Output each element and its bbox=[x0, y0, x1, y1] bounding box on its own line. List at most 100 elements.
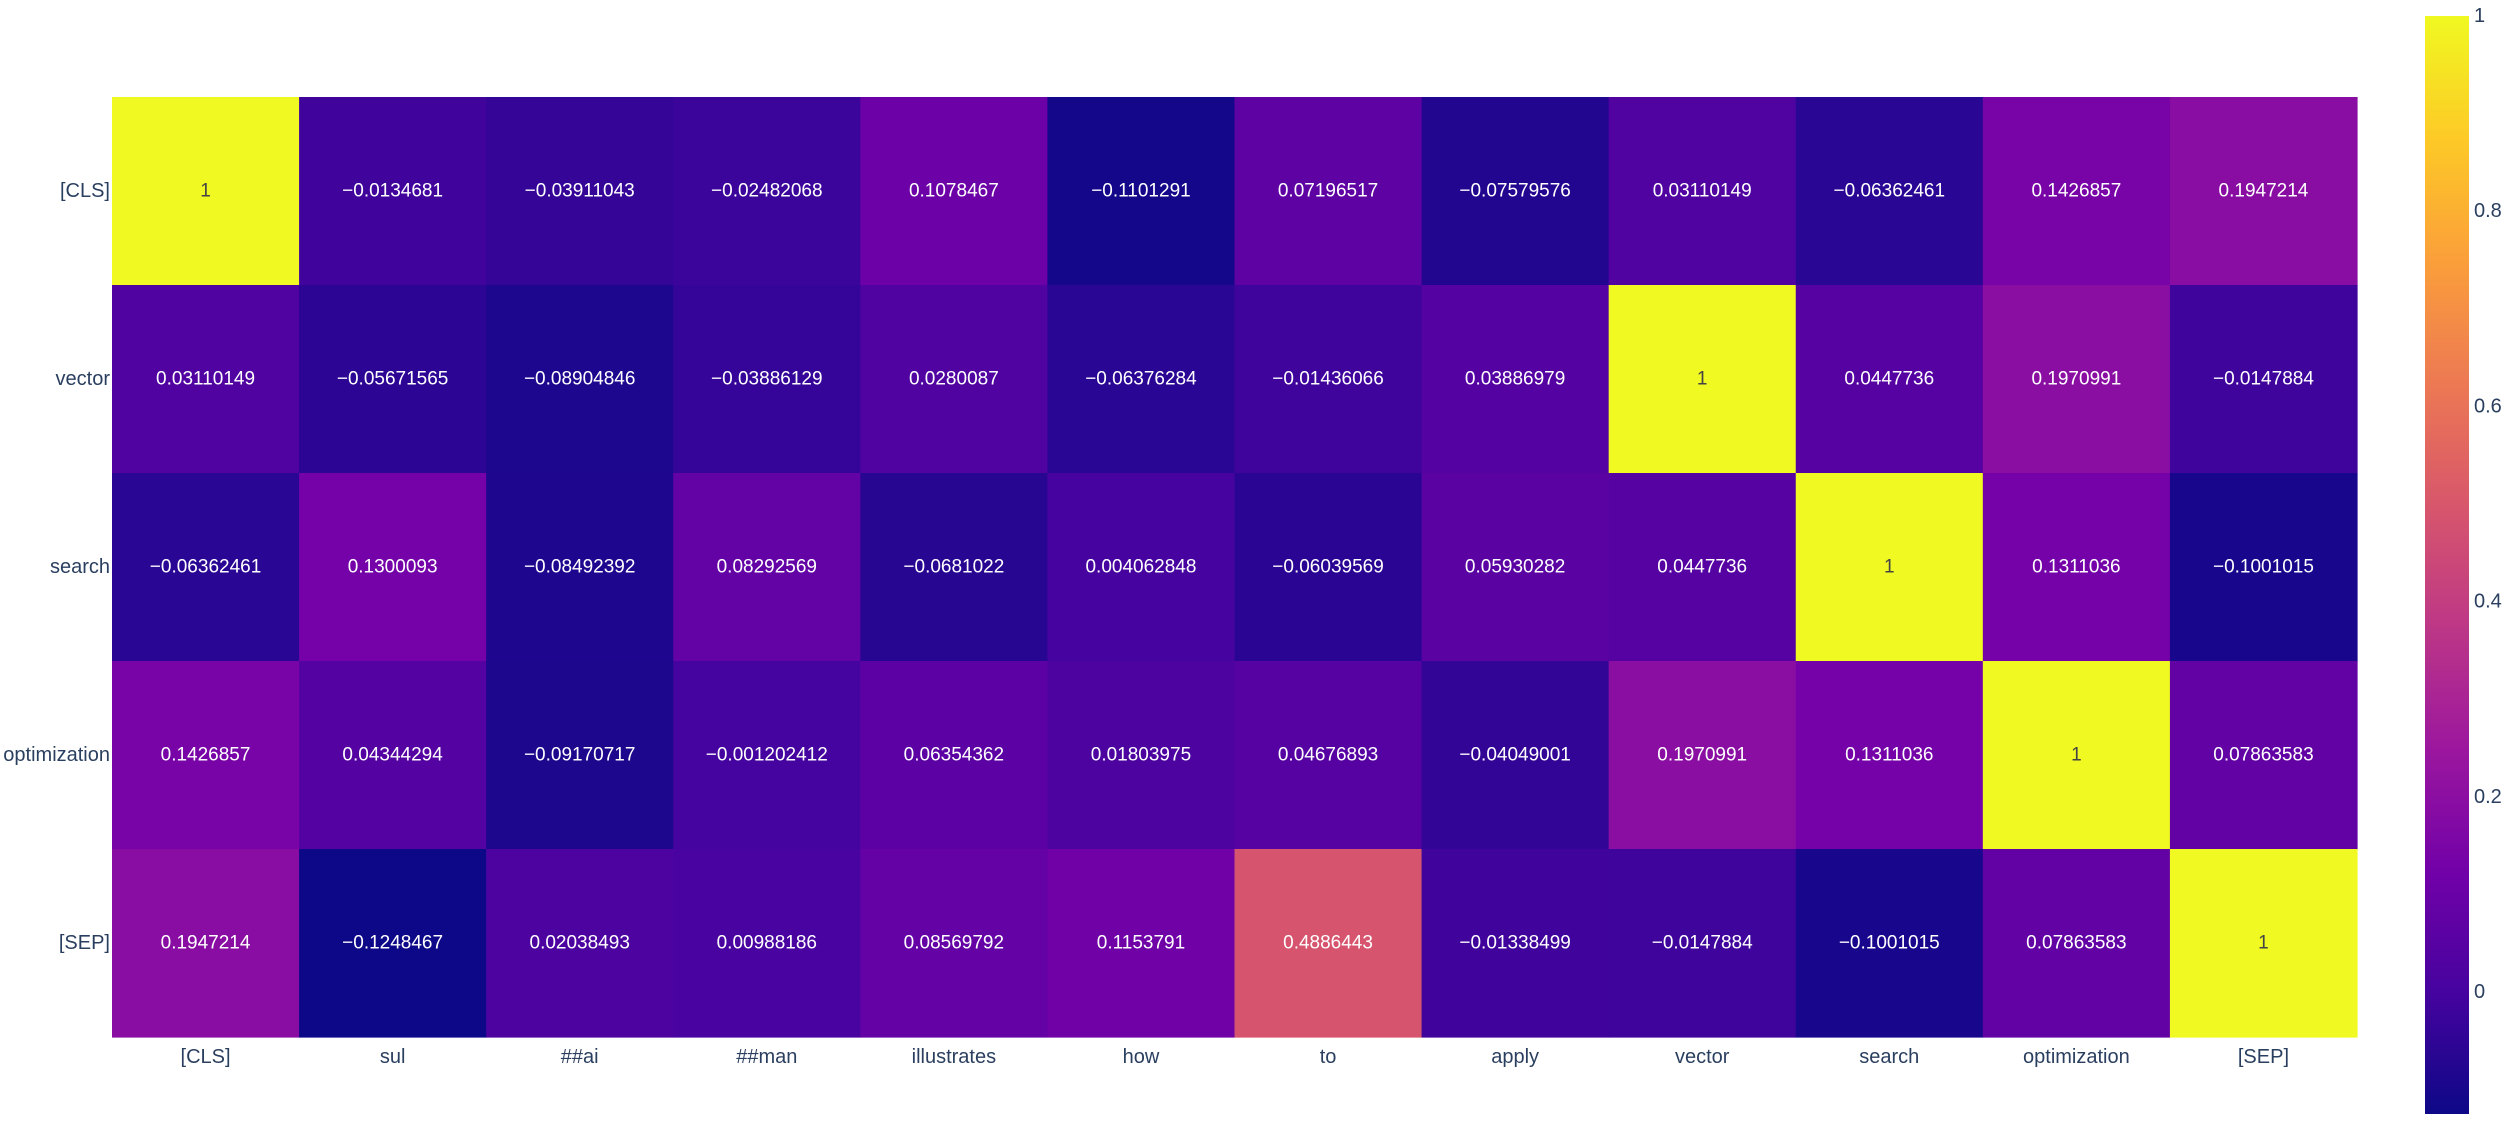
heatmap-cells bbox=[112, 97, 2358, 1038]
heatmap-cell-value: 0.04676893 bbox=[1278, 745, 1378, 766]
heatmap-cell-value: 1 bbox=[1697, 369, 1708, 390]
heatmap-cell-value: 0.07196517 bbox=[1278, 181, 1378, 202]
heatmap-cell bbox=[112, 661, 300, 850]
colorbar-tick-label: 0.6 bbox=[2474, 395, 2502, 417]
heatmap-cell bbox=[1234, 849, 1423, 1038]
heatmap-cell-value: −0.0147884 bbox=[2213, 369, 2314, 390]
heatmap-cell-value: 0.004062848 bbox=[1085, 557, 1196, 578]
colorbar-tick-label: 0.2 bbox=[2474, 786, 2502, 808]
heatmap-cell bbox=[1047, 285, 1236, 474]
heatmap-cell-value: 0.01803975 bbox=[1091, 745, 1191, 766]
heatmap-cell bbox=[860, 285, 1049, 474]
colorbar-tick-label: 0 bbox=[2474, 981, 2485, 1003]
heatmap-cell bbox=[1234, 661, 1423, 850]
heatmap-cell-value: −0.01338499 bbox=[1459, 933, 1570, 954]
heatmap-cell-value: −0.02482068 bbox=[711, 181, 822, 202]
x-axis-tick-label: optimization bbox=[2023, 1046, 2130, 1068]
heatmap-cell-value: −0.06039569 bbox=[1272, 557, 1383, 578]
heatmap-cell-value: −0.04049001 bbox=[1459, 745, 1570, 766]
heatmap-cell bbox=[1795, 473, 1984, 662]
heatmap-cell bbox=[1047, 661, 1236, 850]
heatmap-cell-value: 0.1970991 bbox=[1657, 745, 1747, 766]
heatmap-cell-value: 0.02038493 bbox=[530, 933, 630, 954]
x-axis-tick-label: to bbox=[1320, 1046, 1337, 1068]
heatmap-cell bbox=[673, 285, 861, 474]
heatmap-cell-value: 1 bbox=[2071, 745, 2082, 766]
heatmap-cell-value: 0.1311036 bbox=[2032, 557, 2120, 578]
x-axis-tick-label: illustrates bbox=[912, 1046, 996, 1068]
heatmap-cell bbox=[1608, 473, 1797, 662]
y-axis-tick-label: search bbox=[50, 556, 110, 578]
heatmap-cell bbox=[1982, 849, 2171, 1038]
heatmap-cell bbox=[860, 849, 1049, 1038]
heatmap-cell-value: −0.03886129 bbox=[711, 369, 822, 390]
heatmap-cell bbox=[1795, 661, 1984, 850]
heatmap-cell bbox=[112, 849, 300, 1038]
heatmap-cell bbox=[1608, 97, 1797, 286]
heatmap-cell-value: −0.07579576 bbox=[1459, 181, 1570, 202]
heatmap-cell bbox=[486, 473, 674, 662]
heatmap-cell-value: −0.09170717 bbox=[524, 745, 635, 766]
heatmap-cell-value: 0.06354362 bbox=[904, 745, 1004, 766]
heatmap-cell bbox=[673, 473, 861, 662]
x-axis-tick-label: ##man bbox=[736, 1046, 797, 1068]
heatmap-cell-value: 0.03886979 bbox=[1465, 369, 1565, 390]
heatmap-cell bbox=[1234, 285, 1423, 474]
heatmap-cell-value: −0.0147884 bbox=[1652, 933, 1753, 954]
heatmap-cell bbox=[1795, 849, 1984, 1038]
heatmap-cell-value: 0.0447736 bbox=[1844, 369, 1934, 390]
heatmap-cell bbox=[299, 473, 487, 662]
heatmap-cell-value: −0.0681022 bbox=[903, 557, 1004, 578]
heatmap-cell-value: 0.03110149 bbox=[1653, 181, 1752, 202]
heatmap-cell-value: −0.01436066 bbox=[1272, 369, 1383, 390]
heatmap-cell-value: −0.1001015 bbox=[1839, 933, 1940, 954]
heatmap-cell-value: 0.4886443 bbox=[1283, 933, 1373, 954]
heatmap-cell bbox=[1608, 661, 1797, 850]
heatmap-cell bbox=[1421, 285, 1610, 474]
heatmap-cell bbox=[2169, 285, 2358, 474]
heatmap-cell bbox=[1982, 473, 2171, 662]
heatmap-cell bbox=[673, 97, 861, 286]
heatmap-cell bbox=[1982, 661, 2171, 850]
heatmap-cell bbox=[112, 97, 300, 286]
heatmap-cell bbox=[1608, 285, 1797, 474]
heatmap-cell bbox=[2169, 473, 2358, 662]
heatmap-cell bbox=[2169, 661, 2358, 850]
heatmap-cell-value: 0.1970991 bbox=[2031, 369, 2121, 390]
heatmap-cell bbox=[299, 97, 487, 286]
heatmap-cell-value: −0.03911043 bbox=[525, 181, 635, 202]
heatmap-cell bbox=[1421, 661, 1610, 850]
heatmap-cell-labels: 1 −0.0134681 −0.03911043 −0.02482068 0.10784… bbox=[150, 181, 2315, 954]
heatmap-cell-value: 0.0280087 bbox=[909, 369, 999, 390]
heatmap-cell bbox=[112, 473, 300, 662]
heatmap-cell-value: 0.1311036 bbox=[1845, 745, 1933, 766]
heatmap-cell-value: −0.0134681 bbox=[342, 181, 443, 202]
heatmap-cell-value: 0.0447736 bbox=[1657, 557, 1747, 578]
heatmap-cell-value: 0.07863583 bbox=[2026, 933, 2126, 954]
heatmap-cell bbox=[1608, 849, 1797, 1038]
x-axis-tick-labels: [CLS] sul ##ai ##man illustrates how to apply ve… bbox=[181, 1046, 2290, 1068]
heatmap-cell-value: 0.1426857 bbox=[161, 745, 251, 766]
y-axis-tick-labels: [CLS] vector search optimization [SEP] bbox=[3, 180, 110, 954]
heatmap-cell bbox=[1421, 849, 1610, 1038]
heatmap-cell-value: 0.08292569 bbox=[717, 557, 817, 578]
x-axis-tick-label: vector bbox=[1675, 1046, 1730, 1068]
heatmap-cell-value: −0.06376284 bbox=[1085, 369, 1197, 390]
heatmap-cell bbox=[486, 285, 674, 474]
heatmap-cell-value: 0.05930282 bbox=[1465, 557, 1565, 578]
heatmap-cell-value: 0.00988186 bbox=[717, 933, 817, 954]
heatmap-cell bbox=[1982, 97, 2171, 286]
heatmap-cell bbox=[860, 97, 1049, 286]
y-axis-tick-label: vector bbox=[56, 368, 111, 390]
heatmap-cell bbox=[1047, 97, 1236, 286]
colorbar-tick-label: 0.8 bbox=[2474, 200, 2502, 222]
x-axis-tick-label: apply bbox=[1491, 1046, 1539, 1068]
heatmap-cell bbox=[1795, 97, 1984, 286]
heatmap-cell-value: 0.1153791 bbox=[1097, 933, 1185, 954]
heatmap-cell bbox=[299, 849, 487, 1038]
heatmap-cell bbox=[486, 661, 674, 850]
heatmap-cell-value: 0.07863583 bbox=[2213, 745, 2313, 766]
heatmap-cell bbox=[486, 97, 674, 286]
heatmap-cell-value: −0.05671565 bbox=[337, 369, 448, 390]
